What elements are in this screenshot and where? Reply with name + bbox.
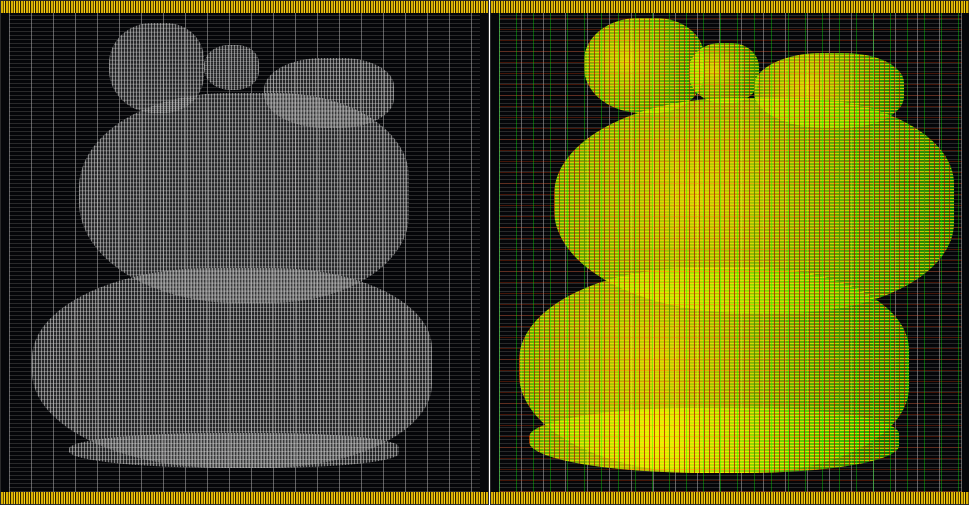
top-io-ring	[491, 1, 969, 13]
core-area	[499, 13, 962, 492]
routing-cell-map	[499, 13, 962, 492]
routing-layout-view	[490, 0, 969, 505]
core-area	[9, 13, 480, 492]
top-io-ring	[1, 1, 488, 13]
bottom-io-ring	[1, 492, 488, 504]
bottom-io-ring	[491, 492, 969, 504]
placement-layout-view	[0, 0, 489, 505]
placement-cell-map	[9, 13, 480, 492]
